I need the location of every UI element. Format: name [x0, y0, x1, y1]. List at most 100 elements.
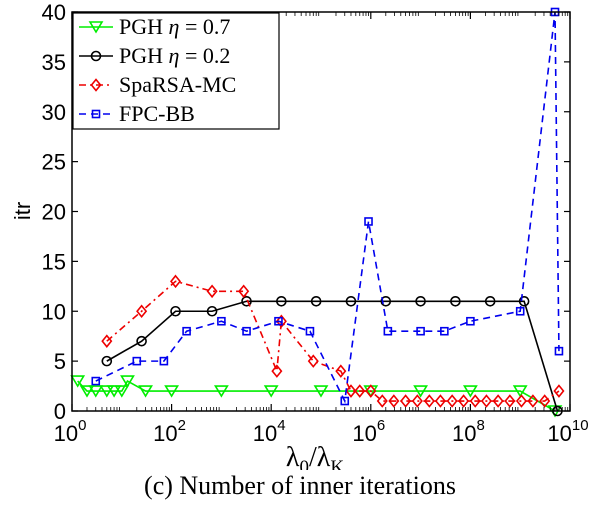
- data-point: [469, 394, 481, 408]
- data-point: [88, 385, 104, 398]
- series-3: [101, 274, 565, 408]
- data-point: [275, 314, 287, 328]
- y-tick-label: 30: [42, 100, 66, 125]
- data-point: [446, 394, 458, 408]
- data-point: [307, 354, 319, 368]
- data-point: [539, 394, 551, 408]
- data-point: [376, 394, 388, 408]
- data-point: [411, 394, 423, 408]
- x-tick-label: 106: [352, 417, 385, 446]
- series-2: [101, 295, 563, 417]
- data-point: [70, 375, 86, 388]
- data-point: [274, 316, 283, 326]
- series-line: [106, 280, 560, 402]
- data-layer: [70, 7, 565, 418]
- x-tick-label: 100: [54, 417, 87, 446]
- data-point: [440, 326, 449, 336]
- data-point: [241, 295, 252, 307]
- legend-box: [72, 12, 280, 130]
- data-point: [383, 326, 393, 336]
- iterations-chart: 0 5 10 15 20 25 30 35 40 100 102 104 106 108 1010 PGH …: [10, 0, 589, 470]
- data-point: [462, 385, 478, 398]
- y-axis-label: itr: [10, 202, 35, 220]
- data-point: [345, 295, 357, 307]
- data-point: [413, 385, 429, 398]
- legend-marker: [88, 21, 104, 34]
- data-point: [365, 384, 377, 398]
- legend-marker: [90, 78, 102, 92]
- data-point: [340, 396, 350, 406]
- x-tick-label: 102: [153, 417, 186, 446]
- data-point: [512, 385, 528, 398]
- data-point: [138, 385, 153, 398]
- legend-item: PGH η = 0.2: [79, 43, 230, 68]
- y-tick-label: 15: [42, 249, 66, 274]
- y-tick-label: 10: [42, 299, 66, 324]
- legend-item: PGH η = 0.7: [79, 14, 230, 39]
- data-point: [136, 335, 147, 347]
- data-point: [213, 385, 229, 398]
- data-point: [238, 284, 250, 299]
- data-point: [518, 295, 530, 307]
- data-point: [263, 385, 279, 398]
- legend-label: SpaRSA-MC: [119, 72, 236, 97]
- series-line: [95, 11, 560, 404]
- data-point: [388, 394, 400, 408]
- data-point: [466, 316, 475, 326]
- figure-caption: (c) Number of inner iterations: [144, 471, 456, 500]
- data-point: [527, 394, 539, 408]
- data-point: [504, 394, 516, 408]
- data-point: [515, 306, 525, 316]
- x-tick-label: 1010: [547, 417, 588, 446]
- data-point: [484, 295, 496, 307]
- legend-label: PGH η = 0.7: [119, 14, 230, 39]
- y-tick-label: 35: [42, 50, 66, 75]
- data-point: [182, 326, 191, 336]
- data-point: [345, 384, 357, 398]
- data-point: [132, 356, 142, 366]
- y-tick-label: 5: [54, 349, 66, 374]
- legend-item: FPC-BB: [79, 101, 195, 126]
- legend-label: FPC-BB: [119, 101, 195, 126]
- data-point: [313, 385, 329, 398]
- y-tick-label: 25: [42, 150, 66, 175]
- data-point: [450, 295, 461, 307]
- data-point: [242, 326, 251, 336]
- data-point: [114, 385, 130, 398]
- x-axis-label: λ0/λK: [286, 442, 344, 470]
- x-tick-label: 108: [452, 417, 485, 446]
- data-point: [170, 305, 181, 317]
- data-point: [335, 364, 347, 378]
- data-point: [458, 394, 470, 408]
- legend-label: PGH η = 0.2: [119, 43, 230, 68]
- data-point: [415, 295, 426, 307]
- y-tick-label: 20: [42, 200, 66, 225]
- data-point: [310, 295, 322, 307]
- data-point: [101, 334, 113, 348]
- data-point: [305, 326, 315, 336]
- data-point: [120, 375, 135, 388]
- data-point: [206, 305, 218, 317]
- data-point: [515, 394, 527, 408]
- y-tick-label: 40: [42, 0, 66, 25]
- data-point: [159, 356, 169, 366]
- data-point: [206, 284, 218, 299]
- data-point: [364, 217, 373, 226]
- data-point: [101, 355, 113, 367]
- legend-marker: [90, 50, 102, 62]
- data-point: [99, 385, 115, 398]
- data-point: [553, 384, 565, 398]
- legend-item: SpaRSA-MC: [79, 72, 236, 97]
- data-point: [416, 326, 425, 336]
- data-point: [91, 376, 101, 386]
- legend-marker: [91, 109, 101, 119]
- y-tick-label: 0: [54, 399, 66, 424]
- data-point: [400, 394, 412, 408]
- data-point: [217, 316, 226, 326]
- data-point: [136, 304, 148, 319]
- data-point: [492, 394, 504, 408]
- data-point: [170, 274, 182, 289]
- data-point: [434, 394, 446, 408]
- data-point: [164, 385, 180, 398]
- data-point: [354, 384, 366, 398]
